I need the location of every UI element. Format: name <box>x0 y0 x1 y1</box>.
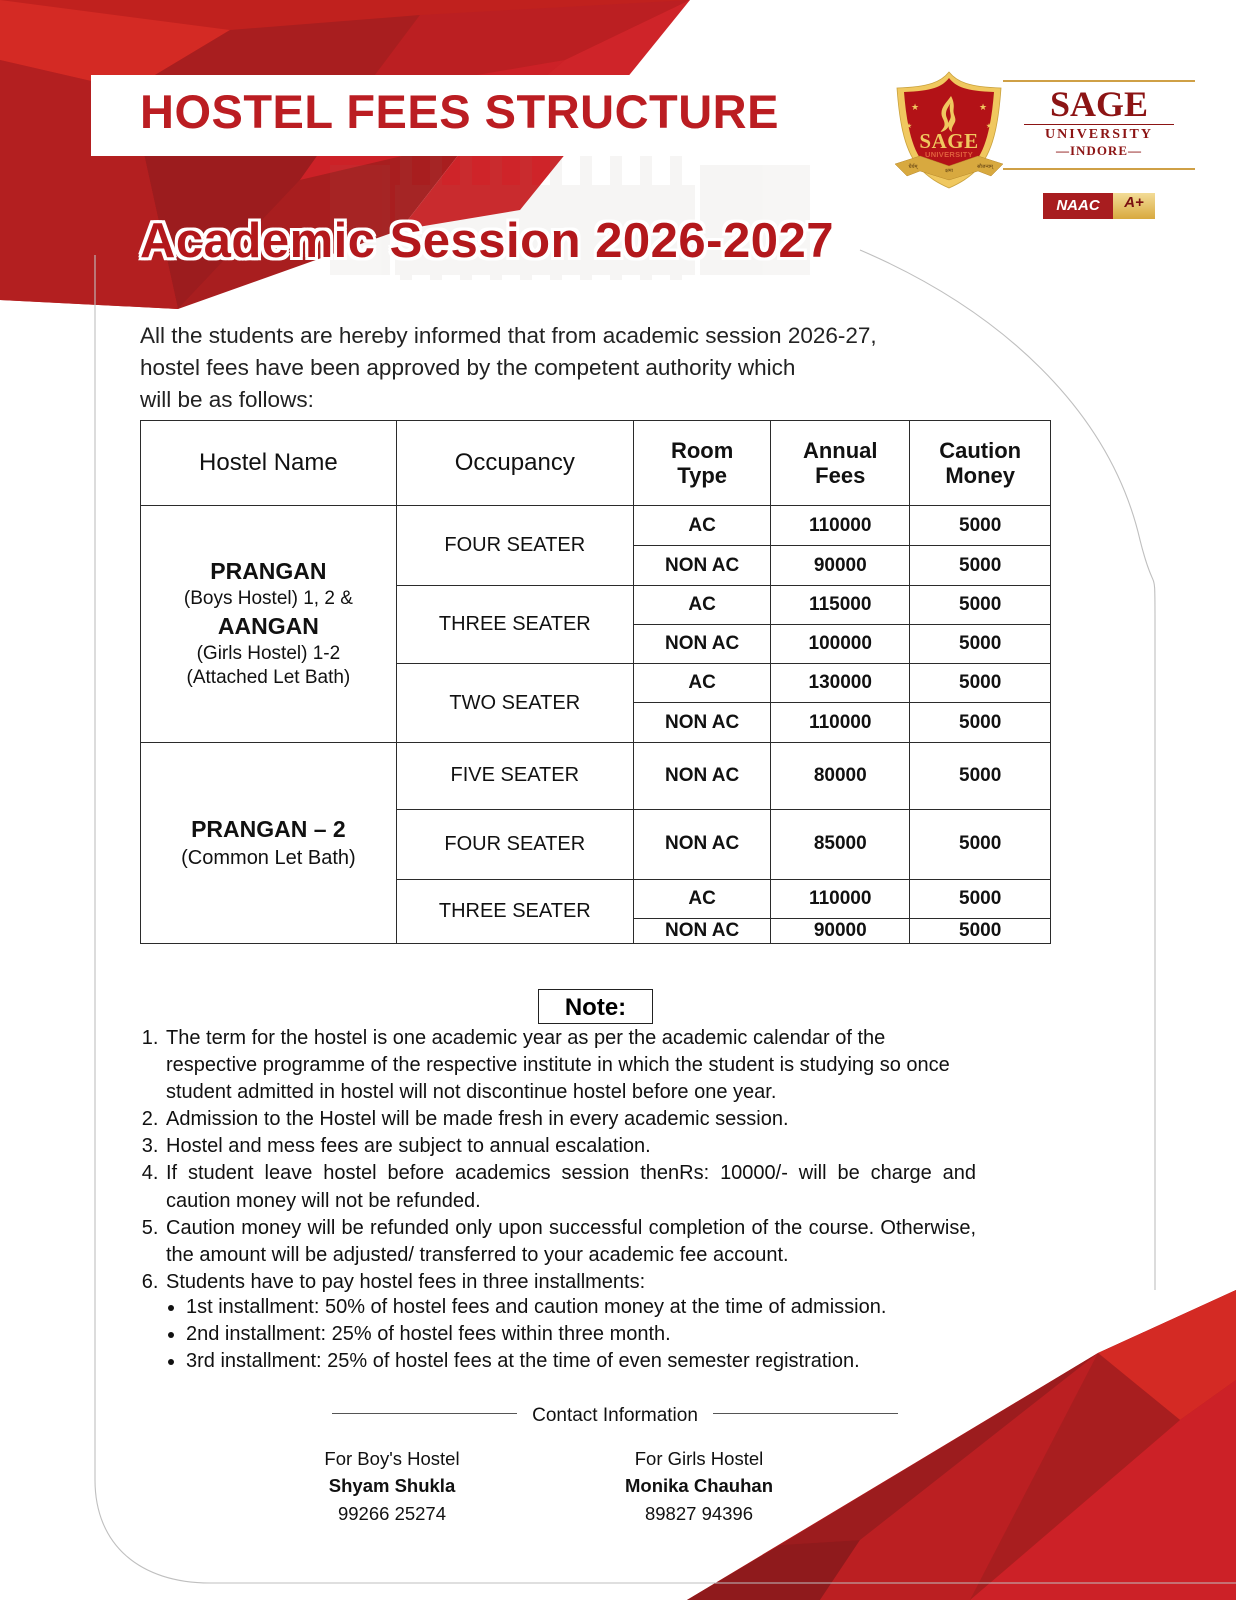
svg-text:UNIVERSITY: UNIVERSITY <box>925 150 973 159</box>
svg-text:सौजन्यम्: सौजन्यम् <box>977 163 994 170</box>
svg-text:★: ★ <box>906 122 912 130</box>
svg-text:★: ★ <box>986 122 992 130</box>
svg-text:क्षमा: क्षमा <box>945 168 954 174</box>
svg-text:★: ★ <box>911 102 919 112</box>
svg-text:★: ★ <box>979 102 987 112</box>
svg-text:धैर्यम्: धैर्यम् <box>909 163 919 170</box>
